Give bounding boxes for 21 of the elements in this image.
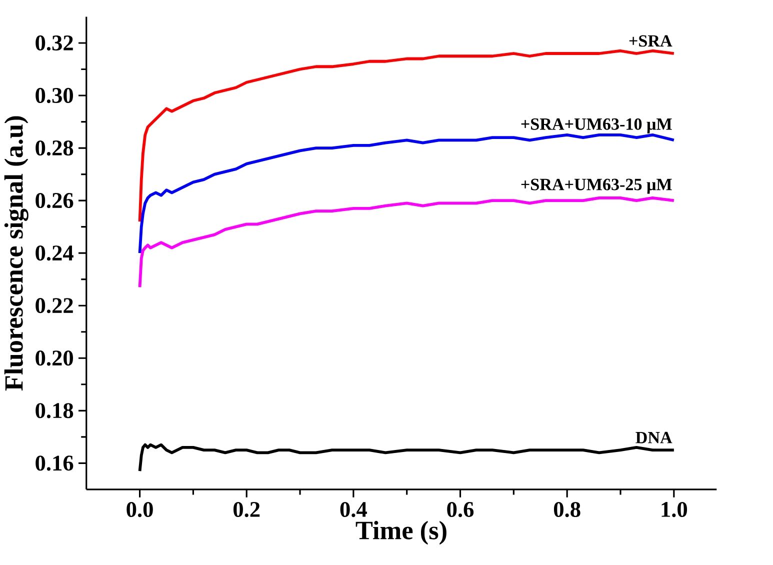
x-tick-label: 0.8: [554, 502, 580, 517]
series-label: +SRA: [629, 35, 672, 47]
x-tick-label: 0.4: [340, 502, 367, 517]
x-tick-label: 0.2: [234, 502, 260, 517]
y-tick-label: 0.28: [36, 140, 74, 156]
y-tick-label: 0.24: [36, 245, 74, 261]
y-tick-label: 0.18: [36, 402, 74, 418]
y-tick-label: 0.22: [36, 298, 73, 314]
series-label: +SRA+UM63-25 μM: [521, 178, 672, 194]
y-tick-label: 0.20: [36, 350, 74, 366]
y-tick-label: 0.32: [36, 35, 73, 50]
y-axis-title: Fluorescence signal (a.u): [4, 116, 28, 390]
x-tick-label: 0.0: [126, 502, 153, 517]
y-tick-label: 0.16: [36, 455, 74, 471]
x-tick-label: 1.0: [662, 502, 688, 517]
series-label: +SRA+UM63-10 μM: [521, 118, 672, 134]
y-tick-label: 0.26: [36, 192, 74, 208]
x-axis-title: Time (s): [356, 520, 446, 545]
x-tick-label: 0.6: [447, 502, 474, 517]
series-label: DNA: [636, 432, 672, 444]
y-tick-label: 0.30: [36, 88, 74, 103]
